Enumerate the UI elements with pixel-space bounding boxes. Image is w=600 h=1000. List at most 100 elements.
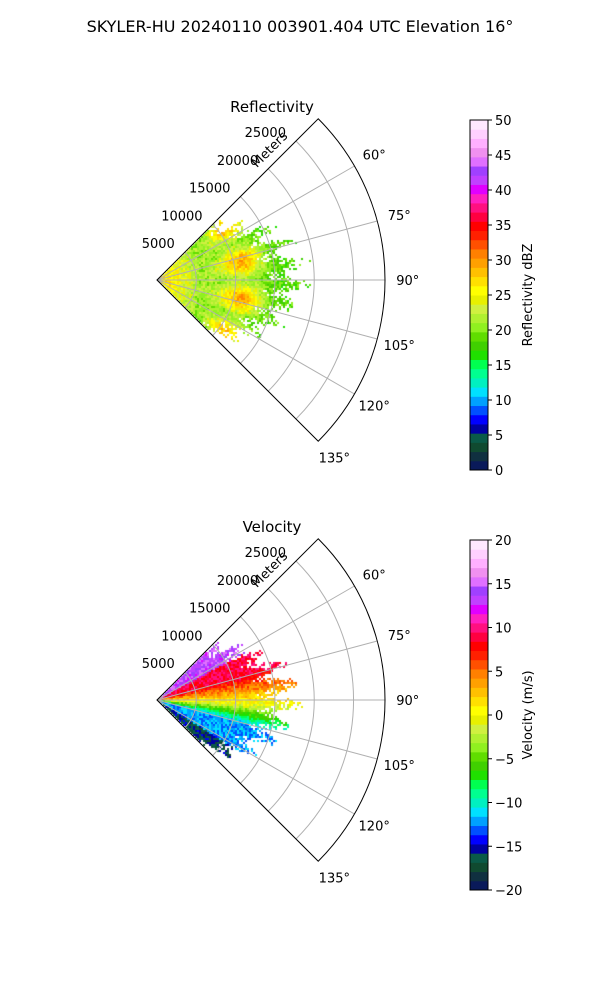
colorbar-segment (470, 138, 488, 149)
theta-tick-label: 135° (319, 451, 350, 466)
colorbar-segment (470, 687, 488, 698)
colorbar-segment (470, 184, 488, 195)
colorbar-segment (470, 632, 488, 642)
colorbar-segment (470, 742, 488, 753)
colorbar-segment (470, 341, 488, 351)
theta-tick-label: 135° (319, 871, 350, 886)
colorbar-segment (470, 871, 488, 882)
colorbar-segment (470, 549, 488, 559)
colorbar-segment (470, 843, 488, 854)
colorbar-segment (470, 433, 488, 443)
colorbar-segment (470, 567, 488, 578)
colorbar-segment (470, 659, 488, 670)
theta-tick-label: 60° (363, 569, 386, 584)
colorbar-segment (470, 276, 488, 287)
colorbar-tick-label: 5 (495, 429, 503, 444)
azimuth-line (156, 699, 355, 815)
colorbar-segment (470, 304, 488, 314)
colorbar-tick-label: 50 (495, 114, 512, 129)
colorbar-tick-label: 25 (495, 289, 512, 304)
colorbar-segment (470, 641, 488, 652)
colorbar-segment (470, 322, 488, 333)
colorbar-segment (470, 451, 488, 462)
colorbar-segment (470, 816, 488, 827)
colorbar-tick-label: 0 (495, 709, 503, 724)
r-tick-label: 5000 (142, 657, 175, 672)
theta-tick-label: 90° (396, 274, 419, 289)
azimuth-line (156, 279, 378, 340)
theta-tick-label: 75° (388, 629, 411, 644)
colorbar-segment (470, 377, 488, 388)
colorbar-label: Velocity (m/s) (521, 670, 536, 759)
colorbar-segment (470, 622, 488, 633)
colorbar-tick-label: 10 (495, 394, 512, 409)
colorbar-segment (470, 405, 488, 416)
colorbar-segment (470, 807, 488, 817)
azimuth-line (156, 220, 378, 281)
azimuth-line (156, 585, 355, 701)
colorbar-segment (470, 387, 488, 397)
colorbar-tick-label: 30 (495, 254, 512, 269)
azimuth-line (156, 699, 378, 760)
colorbar-segment (470, 239, 488, 250)
colorbar-segment (470, 202, 488, 213)
theta-tick-label: 120° (359, 819, 390, 834)
colorbar-segment (470, 862, 488, 873)
colorbar-tick-label: −20 (495, 884, 522, 899)
colorbar-segment (470, 156, 488, 167)
colorbar-tick-label: 20 (495, 534, 512, 549)
colorbar-tick-label: 15 (495, 578, 512, 593)
colorbar-tick-label: 40 (495, 184, 512, 199)
colorbar-segment (470, 396, 488, 407)
colorbar-segment (470, 295, 488, 305)
colorbar-tick-label: 5 (495, 665, 503, 680)
colorbar-segment (470, 248, 488, 259)
colorbar-segment (470, 258, 488, 268)
r-tick-label: 25000 (245, 126, 286, 141)
colorbar-segment (470, 540, 488, 550)
r-tick-label: 25000 (245, 546, 286, 561)
colorbar-segment (470, 230, 488, 241)
r-tick-label: 10000 (161, 629, 202, 644)
colorbar-tick-label: 20 (495, 324, 512, 339)
colorbar-segment (470, 650, 488, 661)
colorbar-segment (470, 350, 488, 360)
r-tick-label: 10000 (161, 209, 202, 224)
colorbar-segment (470, 696, 488, 707)
panels: Reflectivity500010000150002000025000Mete… (142, 98, 536, 899)
colorbar-segment (470, 285, 488, 296)
colorbar-segment (470, 414, 488, 425)
colorbar-segment (470, 193, 488, 204)
colorbar-tick-label: −15 (495, 840, 522, 855)
colorbar-segment (470, 668, 488, 679)
colorbar-segment (470, 576, 488, 587)
figure-title: SKYLER-HU 20240110 003901.404 UTC Elevat… (87, 17, 514, 36)
theta-tick-label: 90° (396, 694, 419, 709)
colorbar-segment (470, 595, 488, 605)
azimuth-line (156, 279, 355, 395)
colorbar-segment (470, 797, 488, 808)
colorbar-segment (470, 359, 488, 370)
colorbar-segment (470, 880, 488, 891)
colorbar-segment (470, 442, 488, 453)
azimuth-line (156, 165, 355, 281)
theta-tick-label: 120° (359, 399, 390, 414)
colorbar-segment (470, 331, 488, 342)
colorbar-segment (470, 212, 488, 222)
colorbar-segment (470, 678, 488, 688)
theta-tick-label: 60° (363, 149, 386, 164)
colorbar-segment (470, 779, 488, 790)
colorbar-segment (470, 267, 488, 278)
colorbar-segment (470, 751, 488, 762)
sector-outline (156, 538, 386, 862)
r-tick-label: 20000 (217, 154, 258, 169)
colorbar-segment (470, 558, 488, 569)
colorbar-segment (470, 586, 488, 596)
colorbar-segment (470, 733, 488, 744)
colorbar-segment (470, 853, 488, 863)
azimuth-line (156, 640, 378, 701)
colorbar-segment (470, 175, 488, 185)
colorbar-segment (470, 221, 488, 232)
